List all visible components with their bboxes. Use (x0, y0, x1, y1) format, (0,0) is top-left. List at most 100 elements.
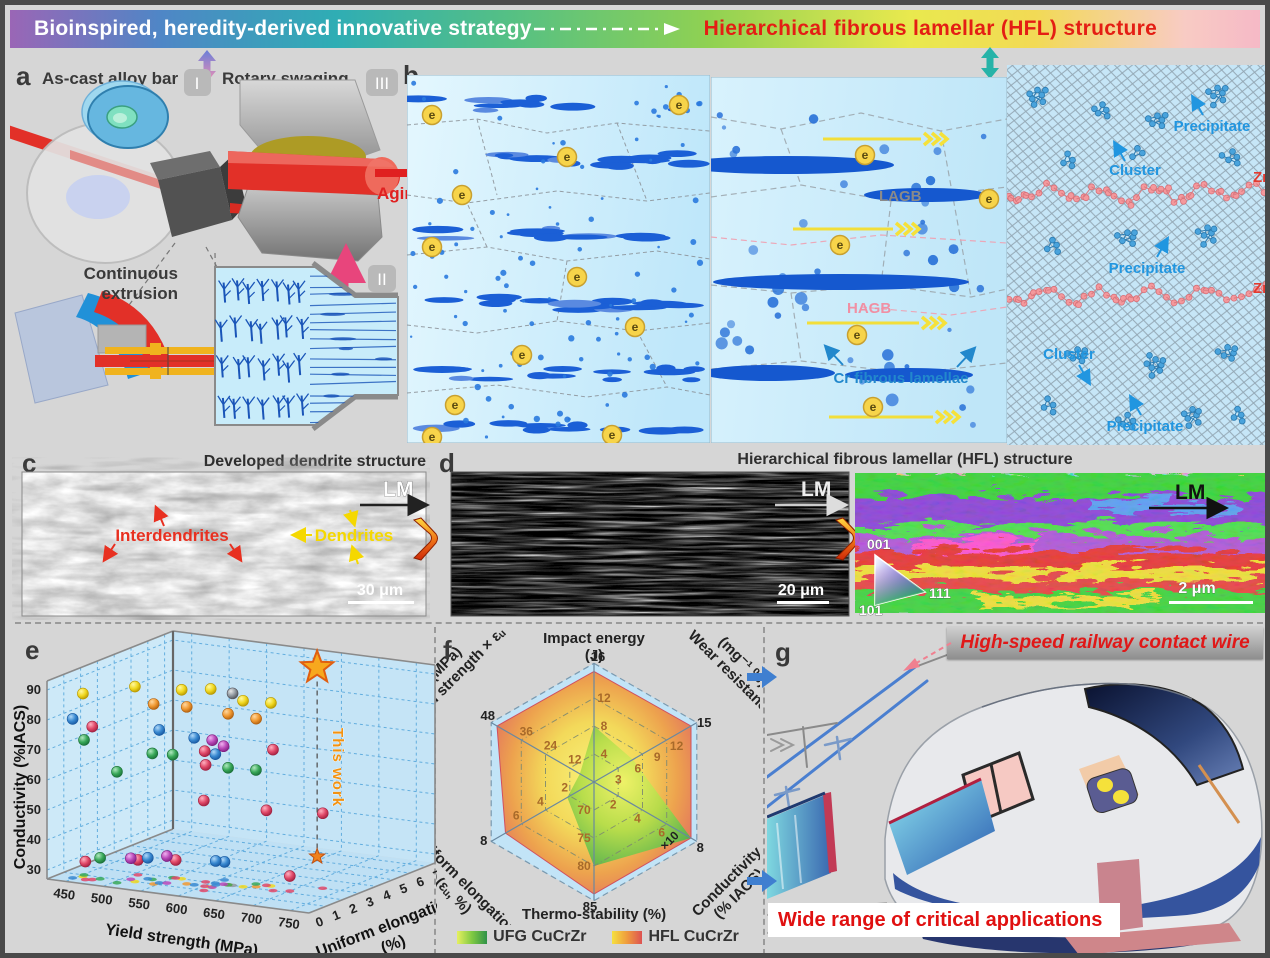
svg-text:Zr: Zr (1253, 280, 1267, 297)
svg-text:4: 4 (537, 794, 544, 808)
svg-text:Impact energy: Impact energy (543, 630, 645, 647)
svg-text:e: e (564, 150, 571, 164)
panel-f-letter-svg: f (443, 635, 452, 665)
as-cast-label: As-cast alloy bar (42, 69, 178, 88)
svg-text:Thermo-stability (%): Thermo-stability (%) (522, 906, 666, 923)
panel-e-letter: e (25, 635, 39, 665)
catenary-wires-illustration (767, 642, 980, 809)
svg-text:7: 7 (431, 867, 437, 884)
svg-text:50: 50 (27, 802, 41, 817)
panel-e-scatter3d-chart: 30 40 50 60 70 80 90 450 500 550 600 650 700 750 0 1 2 3 4… (13, 630, 437, 953)
svg-text:e: e (676, 98, 683, 112)
contact-wire-callout: High-speed railway contact wire (947, 627, 1263, 659)
svg-text:80: 80 (27, 712, 41, 727)
svg-text:Precipitate: Precipitate (1109, 260, 1186, 277)
svg-text:8: 8 (697, 840, 704, 855)
separator-horizontal (15, 622, 1263, 624)
panel-e-letter-svg: e (25, 635, 39, 665)
svg-text:12: 12 (568, 752, 582, 766)
svg-text:LAGB: LAGB (879, 188, 922, 205)
svg-text:4: 4 (634, 812, 641, 826)
svg-text:750: 750 (277, 914, 301, 932)
svg-text:HAGB: HAGB (847, 300, 891, 317)
svg-text:6: 6 (513, 808, 520, 822)
svg-text:3: 3 (364, 894, 376, 911)
panel-b-fine-lamellae-schematic: e e e e e e e e e e e (407, 75, 710, 443)
ebsd-scale-bar (1169, 601, 1253, 604)
panel-f-radar-chart: 4812163691215246870758085246812243648Imp… (436, 627, 760, 925)
panel-d-scale-bar (777, 601, 829, 604)
svg-text:Precipitate: Precipitate (1107, 418, 1184, 435)
blue-arrow-top-icon (747, 666, 777, 688)
svg-text:e: e (452, 398, 459, 412)
banner-right-text: Hierarchical fibrous lamellar (HFL) stru… (703, 17, 1158, 40)
panel-c-scale-bar (348, 601, 414, 604)
panel-d-sem-image (450, 471, 850, 617)
svg-text:8: 8 (601, 719, 608, 733)
svg-text:e: e (519, 348, 526, 362)
svg-text:9: 9 (654, 750, 661, 764)
dendrite-transition-inset (214, 261, 399, 431)
banner-left-text: Bioinspired, heredity-derived innovative… (34, 17, 532, 40)
interdendrites-label: Interdendrites (115, 526, 228, 545)
panel-a-letter: a (16, 61, 31, 91)
ebsd-scale-label: 2 μm (1178, 580, 1215, 597)
svg-text:2: 2 (561, 780, 568, 794)
panel-b-atomic-lattice-schematic: Precipitate Cluster Precipitate Cluster Prec… (1007, 65, 1267, 445)
banner-dashed-arrow-icon (533, 23, 680, 35)
svg-text:Cluster: Cluster (1043, 346, 1095, 363)
svg-text:5: 5 (397, 880, 409, 897)
svg-text:12: 12 (597, 691, 611, 705)
svg-text:60: 60 (27, 772, 41, 787)
dendrite-arrows-icon (290, 509, 365, 565)
svg-text:70: 70 (577, 803, 591, 817)
svg-text:90: 90 (27, 682, 41, 697)
ipf-001: 001 (867, 536, 891, 552)
svg-text:0: 0 (313, 914, 325, 931)
svg-text:Cr fibrous lamellae: Cr fibrous lamellae (833, 370, 968, 387)
svg-text:6: 6 (658, 826, 665, 840)
svg-text:2: 2 (610, 798, 617, 812)
badge-II-bg (368, 265, 396, 292)
svg-text:450: 450 (53, 885, 77, 903)
ufg-legend-label: UFG CuCrZr (493, 928, 587, 945)
svg-text:4: 4 (381, 887, 394, 904)
svg-text:30: 30 (27, 862, 41, 877)
svg-text:e: e (459, 188, 466, 202)
badge-I-bg (184, 69, 211, 96)
train-illustration (767, 682, 1263, 953)
svg-text:e: e (837, 238, 844, 252)
svg-text:Zr: Zr (1253, 169, 1267, 186)
ipf-101: 101 (859, 602, 883, 617)
hfl-swatch-icon (612, 930, 643, 944)
panel-c-lm-label: LM (383, 478, 413, 501)
svg-text:36: 36 (520, 724, 534, 738)
svg-text:This work: This work (329, 728, 346, 807)
panel-b-grain-boundary-schematic: e e e e e LAGB HAGB Cr fibrous lamellae (711, 77, 1007, 443)
svg-text:12: 12 (670, 739, 684, 753)
panel-c-micrograph (21, 471, 427, 617)
panel-d-letter: d (439, 448, 455, 478)
svg-text:4: 4 (601, 747, 608, 761)
svg-text:650: 650 (202, 904, 226, 922)
hfl-legend-label: HFL CuCrZr (648, 928, 739, 945)
svg-text:15: 15 (697, 715, 711, 730)
panel-d-ebsd-map: LM 001 111 101 2 μm (855, 473, 1265, 617)
svg-text:e: e (609, 428, 616, 442)
badge-III-bg (366, 69, 398, 96)
svg-text:6: 6 (414, 874, 426, 891)
svg-text:500: 500 (90, 890, 114, 908)
panel-a-processing-route: a As-cast alloy bar I Rotary swaging III (10, 61, 400, 431)
continuous-label-1: Continuous (84, 264, 178, 283)
svg-text:40: 40 (27, 832, 41, 847)
badge-II: II (377, 270, 386, 289)
blue-arrow-bottom-icon (747, 870, 777, 892)
continuous-extrusion-illustration (14, 291, 247, 404)
ufg-swatch-icon (457, 930, 488, 944)
rotary-swaging-illustration (228, 79, 400, 297)
radar-legend: UFG CuCrZr HFL CuCrZr (436, 922, 760, 952)
flame-arrow-icon (412, 517, 438, 561)
svg-text:e: e (854, 328, 861, 342)
svg-text:600: 600 (165, 900, 189, 918)
panel-d-title: Hierarchical fibrous lamellar (HFL) stru… (737, 451, 1073, 468)
